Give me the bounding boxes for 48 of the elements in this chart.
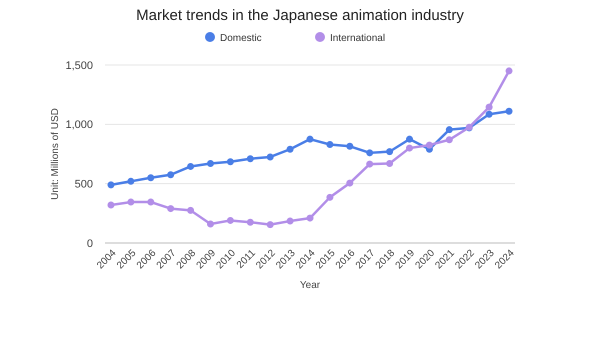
- point: [147, 198, 154, 206]
- point: [246, 155, 254, 162]
- point: [386, 148, 394, 156]
- point: [107, 181, 114, 188]
- y-tick-label: 500: [74, 178, 93, 191]
- point: [226, 216, 234, 224]
- point: [366, 149, 374, 156]
- legend-label: International: [330, 33, 386, 44]
- point: [406, 144, 414, 152]
- point: [446, 136, 453, 144]
- point: [147, 174, 154, 182]
- point: [326, 194, 334, 201]
- point: [346, 180, 354, 187]
- point: [167, 171, 174, 178]
- y-axis-title: Unit: Millions of USD: [50, 108, 61, 200]
- point: [266, 221, 274, 228]
- point: [406, 136, 414, 143]
- chart-title: Market trends in the Japanese animation industry: [136, 7, 464, 24]
- point: [246, 218, 254, 226]
- point: [306, 136, 314, 143]
- point: [426, 142, 433, 149]
- point: [127, 198, 134, 206]
- point: [187, 206, 194, 214]
- point: [226, 158, 234, 166]
- point: [386, 160, 394, 167]
- point: [266, 153, 274, 160]
- x-axis-title: Year: [300, 280, 321, 291]
- point: [286, 146, 294, 153]
- point: [206, 160, 214, 167]
- point: [187, 162, 194, 170]
- point: [127, 178, 134, 185]
- point: [506, 67, 513, 74]
- point: [107, 202, 114, 209]
- point: [206, 220, 214, 228]
- y-tick-label: 0: [86, 238, 93, 250]
- point: [326, 141, 334, 148]
- point: [486, 110, 493, 118]
- y-tick-label: 1,000: [65, 119, 93, 132]
- point: [486, 104, 493, 111]
- point: [306, 214, 314, 222]
- legend-label: Domestic: [220, 33, 262, 44]
- point: [167, 205, 174, 212]
- point: [506, 108, 513, 115]
- point: [446, 126, 453, 134]
- point: [286, 218, 294, 225]
- point: [366, 160, 374, 168]
- point: [346, 142, 354, 150]
- y-tick-label: 1,500: [65, 60, 93, 72]
